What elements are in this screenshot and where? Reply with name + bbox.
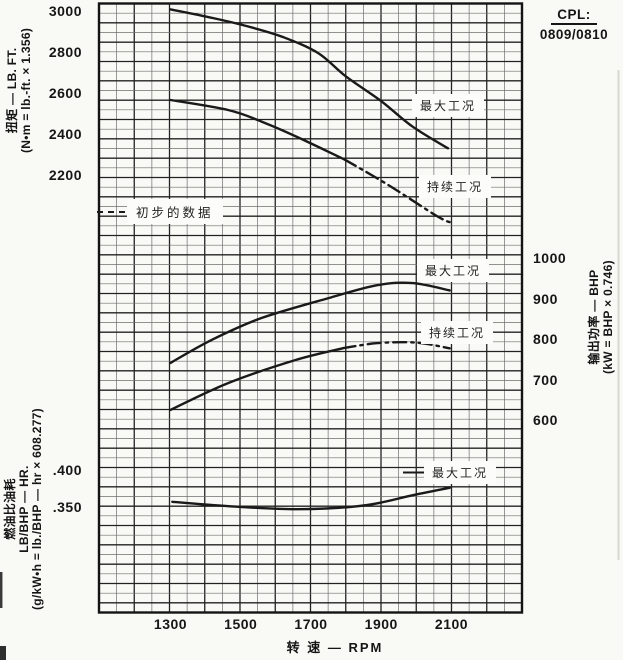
rpm-tick-label: 1500	[224, 616, 258, 632]
torque-tick-label: 2800	[48, 44, 82, 60]
rpm-axis-label: 转 速 — RPM	[286, 640, 384, 655]
torque-tick-label: 2400	[48, 126, 82, 142]
curve-power	[169, 347, 344, 412]
power-axis-label-conversion: (kW = BHP × 0.746)	[600, 260, 615, 374]
annotation-fuel-max: 最大工况	[424, 461, 497, 484]
legend-line-sample	[97, 210, 125, 213]
curve-torque	[169, 8, 450, 150]
torque-axis-label-cn: 扭矩 — LB. FT.	[5, 47, 19, 134]
annotation-power-max: 最大工况	[417, 259, 490, 282]
fuel-axis-label-cn: 燃油比油耗	[3, 478, 17, 540]
power-tick-label: 600	[533, 412, 558, 428]
curve-fuel	[171, 486, 451, 511]
torque-tick-label: 2200	[48, 167, 82, 183]
cpl-title: CPL:	[551, 7, 597, 25]
power-tick-label: 1000	[533, 250, 567, 266]
cpl-note: CPL: 0809/0810	[535, 6, 613, 42]
legend-preliminary-data: 初步的数据	[97, 199, 223, 224]
legend-label: 初步的数据	[127, 199, 223, 224]
scan-artifacts	[0, 70, 620, 660]
annotation-power-continuous: 持续工况	[421, 321, 494, 344]
grid-lines	[97, 2, 524, 614]
curve-torque	[169, 98, 346, 161]
power-axis-label-cn: 输出功率 — BHP	[587, 269, 601, 365]
fuel-tick-label: .350	[52, 499, 82, 515]
power-tick-label: 800	[533, 331, 558, 347]
curve-torque-dashdot	[343, 158, 455, 225]
annotation-torque-continuous: 持续工况	[419, 175, 492, 198]
curve-power	[169, 281, 451, 365]
annotation-torque-max: 最大工况	[412, 94, 485, 117]
rpm-tick-label: 1300	[153, 616, 188, 632]
power-axis-label: 输出功率 — BHP (kW = BHP × 0.746)	[587, 260, 615, 374]
torque-tick-label: 2600	[48, 85, 82, 101]
data-curves	[169, 8, 455, 511]
torque-tick-label: 3000	[48, 3, 82, 19]
cpl-value: 0809/0810	[539, 27, 609, 42]
power-tick-label: 900	[533, 290, 558, 307]
rpm-tick-label: 1900	[364, 616, 398, 632]
fuel-tick-label: .400	[52, 462, 82, 478]
rpm-tick-label: 2100	[434, 616, 469, 632]
curve-power-dashdot	[341, 340, 451, 350]
rpm-tick-label: 1700	[294, 616, 328, 632]
power-tick-label: 700	[533, 371, 558, 388]
